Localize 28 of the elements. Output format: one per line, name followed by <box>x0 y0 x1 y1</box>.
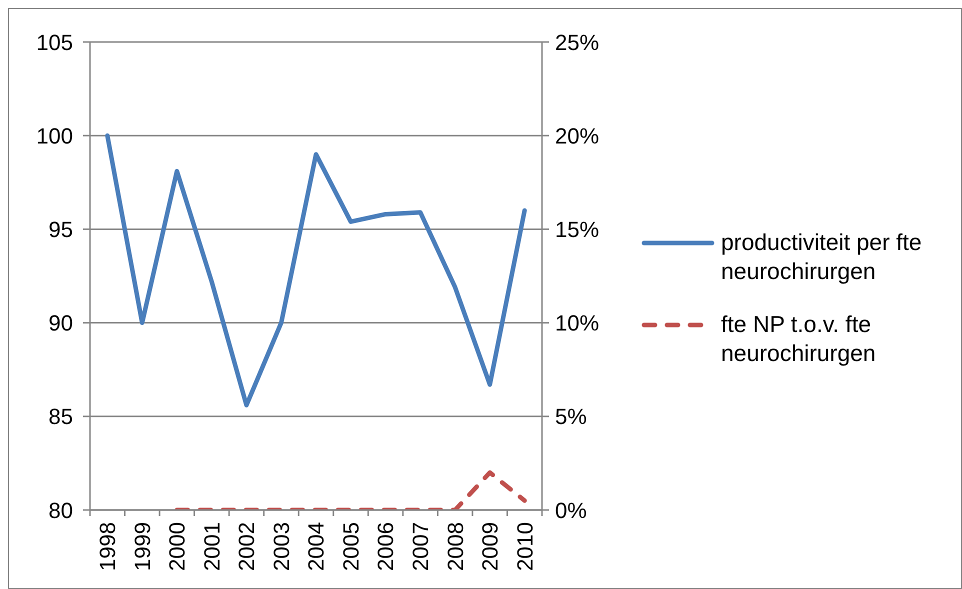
x-tick-label: 2000 <box>164 522 190 571</box>
x-tick-label: 2004 <box>304 522 329 571</box>
y2-tick-label: 10% <box>555 310 600 336</box>
x-tick-label: 2005 <box>338 522 364 571</box>
y2-tick-label: 5% <box>555 404 587 430</box>
y-tick-label: 95 <box>48 217 73 242</box>
x-tick-label: 2002 <box>234 522 260 571</box>
x-tick-label: 2001 <box>199 522 224 571</box>
x-tick-label: 2008 <box>442 522 468 571</box>
y2-tick-label: 20% <box>555 123 600 148</box>
x-tick-label: 2007 <box>408 522 434 571</box>
legend-label: productiviteit per fte neurochirurgen <box>721 228 923 286</box>
legend-label: fte NP t.o.v. fte neurochirurgen <box>721 310 877 368</box>
x-tick-label: 2009 <box>478 522 503 571</box>
line-series <box>105 133 527 408</box>
y-tick-label: 85 <box>48 404 73 430</box>
x-tick-label: 1998 <box>95 522 120 571</box>
y2-tick-label: 25% <box>555 30 600 55</box>
x-tick-label: 1999 <box>130 522 155 571</box>
y2-tick-label: 15% <box>555 217 600 242</box>
y-tick-label: 80 <box>48 498 73 523</box>
y-tick-label: 105 <box>36 30 73 55</box>
x-tick-label: 2003 <box>268 522 294 571</box>
y-tick-label: 90 <box>48 310 73 336</box>
y2-tick-label: 0% <box>555 498 587 523</box>
y-tick-label: 100 <box>36 123 73 148</box>
x-tick-label: 2006 <box>373 522 398 571</box>
x-tick-label: 2010 <box>512 522 538 571</box>
